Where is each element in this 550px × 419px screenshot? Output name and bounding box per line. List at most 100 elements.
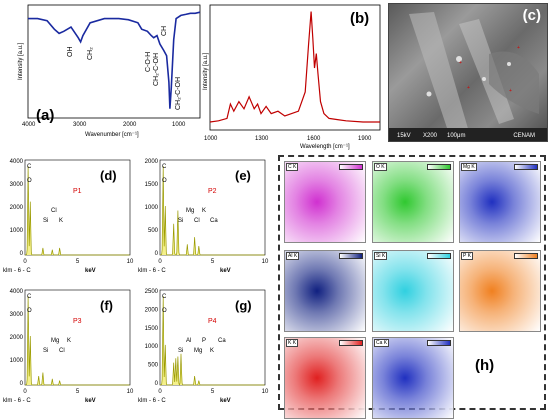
panel-b-xlabel: Wavelength [cm⁻¹] — [300, 144, 350, 150]
eds-xtick: 10 — [262, 389, 269, 395]
eds-ytick: 0 — [155, 251, 159, 257]
element-map: Ca K — [372, 337, 454, 419]
element-map-label: K K — [286, 339, 299, 347]
eds-panel-letter: (e) — [235, 168, 251, 183]
tick-a-3000: 3000 — [73, 122, 87, 128]
eds-ytick: 4000 — [10, 289, 24, 295]
raman-spectrum-line — [209, 11, 380, 123]
tick-a-2000: 2000 — [123, 122, 137, 128]
element-map-colorbar — [339, 340, 363, 346]
eds-element-label: Mg — [186, 208, 194, 214]
eds-point-label: P1 — [73, 188, 82, 195]
eds-element-label: Si — [43, 218, 48, 224]
element-map-label: Si K — [374, 252, 388, 260]
panel-b-letter: (b) — [350, 10, 369, 27]
eds-ytick: 500 — [148, 363, 159, 369]
eds-footer: klm - 6 - C — [3, 398, 31, 404]
tick-b-1600: 1600 — [307, 136, 321, 142]
panel-c-sem-image: + + + + (c) 15kV X200 100μm CENAM — [388, 3, 548, 142]
eds-ytick: 1000 — [145, 205, 159, 211]
element-map-label: O K — [374, 163, 387, 171]
sem-point-marker: + — [459, 60, 462, 66]
element-map: Al K — [284, 250, 366, 332]
sem-footer-kv: 15kV — [397, 133, 411, 139]
eds-xtick: 5 — [211, 259, 215, 265]
eds-footer: klm - 6 - C — [3, 268, 31, 274]
eds-element-label: K — [67, 338, 71, 344]
eds-element-label: Ca — [210, 218, 218, 224]
element-map: P K — [459, 250, 541, 332]
eds-element-label: C — [27, 294, 32, 300]
element-map-label: P K — [461, 252, 473, 260]
element-map: K K — [284, 337, 366, 419]
eds-ytick: 1000 — [145, 344, 159, 350]
eds-xtick: 0 — [23, 259, 27, 265]
element-map-colorbar — [427, 164, 451, 170]
eds-panel-letter: (d) — [100, 168, 117, 183]
eds-ytick: 2000 — [10, 335, 24, 341]
element-map-colorbar — [427, 253, 451, 259]
element-map-label: Ca K — [374, 339, 390, 347]
eds-element-label: K — [59, 218, 63, 224]
element-map: O K — [372, 161, 454, 243]
eds-ytick: 2000 — [145, 159, 159, 165]
ftir-label-ch2: CH₂ — [87, 47, 94, 60]
eds-element-label: K — [210, 348, 214, 354]
tick-a-1000: 1000 — [172, 122, 186, 128]
element-map-colorbar — [339, 253, 363, 259]
eds-element-label: Mg — [51, 338, 59, 344]
panel-a-ftir-chart: Intensity [a.u.] OH CH₂ C-O-H CH₂-C-OH C… — [18, 4, 201, 138]
eds-ytick: 1500 — [145, 326, 159, 332]
eds-xunit: keV — [220, 398, 231, 404]
eds-ytick: 4000 — [10, 159, 24, 165]
eds-xtick: 0 — [158, 259, 162, 265]
eds-ytick: 0 — [20, 251, 24, 257]
eds-xtick: 0 — [158, 389, 162, 395]
sem-texture: + + + + — [389, 12, 547, 141]
ftir-label-ch2coh-1: CH₂-C-OH — [153, 53, 160, 86]
panel-c-letter: (c) — [522, 7, 541, 24]
eds-frame — [24, 289, 131, 386]
eds-element-label: C — [162, 164, 167, 170]
eds-spectrum — [160, 295, 265, 387]
eds-element-label: C — [162, 294, 167, 300]
eds-footer: klm - 6 - C — [138, 398, 166, 404]
eds-ytick: 0 — [20, 381, 24, 387]
sem-footer-scale: 100μm — [447, 133, 466, 139]
eds-ytick: 2000 — [10, 205, 24, 211]
eds-xtick: 10 — [127, 259, 134, 265]
element-map-colorbar — [514, 253, 538, 259]
element-map-label: Mg K — [461, 163, 477, 171]
panel-a-ylabel: Intensity [a.u.] — [18, 42, 24, 80]
eds-element-label: Si — [43, 348, 48, 354]
eds-xtick: 10 — [127, 389, 134, 395]
eds-element-label: Mg — [194, 348, 202, 354]
panel-b-raman-chart: Intensity [a.u.] (b) 1000 1300 1600 1900… — [203, 4, 381, 150]
panel-a-xlabel: Wavenumber [cm⁻¹] — [85, 132, 139, 138]
eds-element-label: Cl — [194, 218, 200, 224]
tick-b-1000: 1000 — [204, 136, 218, 142]
element-map-colorbar — [339, 164, 363, 170]
element-map-label: Al K — [286, 252, 300, 260]
sem-footer-lab: CENAM — [513, 133, 535, 139]
panel-b-ylabel: Intensity [a.u.] — [203, 52, 209, 90]
eds-element-label: O — [162, 308, 167, 314]
eds-panel-letter: (g) — [235, 298, 252, 313]
sem-point-marker: + — [467, 85, 470, 91]
eds-xtick: 10 — [262, 259, 269, 265]
eds-ytick: 1000 — [10, 228, 24, 234]
eds-element-label: K — [202, 208, 206, 214]
panel-a-letter: (a) — [36, 107, 54, 124]
eds-xunit: keV — [85, 398, 96, 404]
eds-point-label: P4 — [208, 318, 217, 325]
eds-ytick: 2500 — [145, 289, 159, 295]
eds-ytick: 2000 — [145, 307, 159, 313]
eds-xunit: keV — [220, 268, 231, 274]
eds-point-label: P3 — [73, 318, 82, 325]
eds-element-label: C — [27, 164, 32, 170]
sem-footer-mag: X200 — [423, 133, 438, 139]
eds-xtick: 0 — [23, 389, 27, 395]
eds-element-label: O — [27, 308, 32, 314]
eds-ytick: 1500 — [145, 182, 159, 188]
